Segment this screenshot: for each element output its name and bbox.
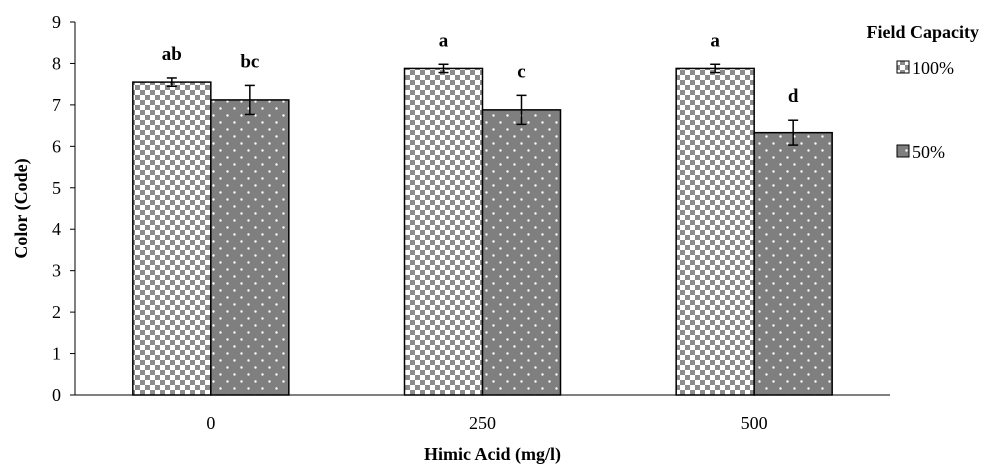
bar-50pct [210, 99, 290, 396]
legend-title: Field Capacity [867, 22, 980, 42]
y-tick-label: 6 [52, 136, 61, 156]
legend-swatch-100pct [896, 60, 910, 74]
significance-label: bc [240, 51, 259, 72]
y-tick-label: 5 [52, 178, 61, 198]
legend-swatch-50pct [896, 144, 910, 158]
bar-100pct [403, 67, 484, 396]
bar-100pct [132, 81, 212, 396]
y-tick-label: 1 [52, 344, 61, 364]
significance-label: c [517, 61, 525, 82]
y-tick-label: 0 [52, 385, 61, 405]
legend-label: 50% [912, 142, 945, 162]
y-tick-label: 4 [52, 219, 61, 239]
x-tick-label: 0 [206, 413, 215, 433]
y-tick-label: 7 [52, 95, 61, 115]
significance-label: ab [162, 44, 182, 65]
bar-50pct [753, 131, 833, 396]
y-tick-label: 8 [52, 53, 61, 73]
y-tick-label: 2 [52, 302, 61, 322]
y-tick-label: 9 [52, 12, 61, 32]
x-tick-label: 250 [469, 413, 496, 433]
y-axis-title: Color (Code) [11, 158, 32, 258]
x-axis-title: Himic Acid (mg/l) [424, 444, 561, 465]
y-tick-label: 3 [52, 261, 61, 281]
bar-50pct [481, 109, 562, 396]
significance-label: d [788, 86, 799, 107]
legend-label: 100% [912, 58, 954, 78]
significance-label: a [439, 30, 449, 51]
x-tick-label: 500 [741, 413, 768, 433]
significance-label: a [710, 30, 720, 51]
bar-100pct [675, 67, 755, 396]
